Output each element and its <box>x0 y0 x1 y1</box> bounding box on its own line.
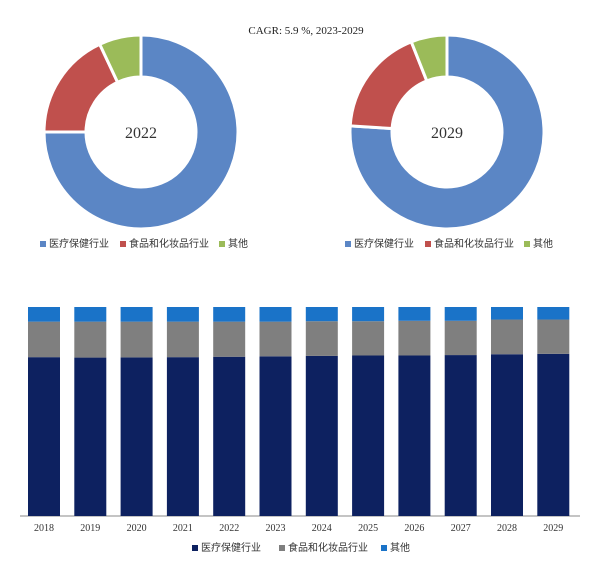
legend-label-food-cosmetics: 食品和化妆品行业 <box>434 237 514 250</box>
legend-label-food-cosmetics: 食品和化妆品行业 <box>129 237 209 250</box>
legend-swatch-healthcare <box>40 241 46 247</box>
x-tick-label: 2026 <box>404 523 424 534</box>
donut-legend-2022: 医疗保健行业 食品和化妆品行业 其他 <box>40 237 248 250</box>
bar-segment-other-2023 <box>259 307 292 322</box>
donut-chart-2029: 2029 <box>348 33 546 231</box>
legend-label-other: 其他 <box>533 237 553 250</box>
donut-slice-healthcare <box>348 33 546 231</box>
donut-legend-2029: 医疗保健行业 食品和化妆品行业 其他 <box>345 237 553 250</box>
bar-segment-other-2019 <box>74 307 107 322</box>
x-tick-label: 2023 <box>266 523 286 534</box>
bar-segment-healthcare-2024 <box>305 355 338 516</box>
bar-segment-other-2022 <box>213 307 246 322</box>
bar-segment-other-2024 <box>305 307 338 322</box>
legend-swatch-healthcare <box>345 241 351 247</box>
bar-segment-other-2021 <box>166 307 199 322</box>
bar-segment-healthcare-2029 <box>537 353 570 516</box>
bar-segment-food-cosmetics-2029 <box>537 319 570 354</box>
bar-segment-healthcare-2020 <box>120 357 153 516</box>
bar-segment-healthcare-2025 <box>352 355 385 516</box>
legend-swatch-other <box>524 241 530 247</box>
bar-segment-other-2025 <box>352 307 385 322</box>
bar-segment-healthcare-2019 <box>74 357 107 516</box>
x-tick-label: 2020 <box>127 523 147 534</box>
legend-swatch-food-cosmetics <box>425 241 431 247</box>
legend-label-food-cosmetics: 食品和化妆品行业 <box>288 541 368 554</box>
bar-segment-other-2020 <box>120 307 153 322</box>
donut-chart-2022: 2022 <box>42 33 240 231</box>
donut-slice-other <box>97 33 143 85</box>
bar-segment-other-2029 <box>537 307 570 320</box>
x-tick-label: 2027 <box>451 523 471 534</box>
legend-swatch-other <box>219 241 225 247</box>
x-tick-label: 2024 <box>312 523 332 534</box>
bar-segment-food-cosmetics-2019 <box>74 321 107 358</box>
legend-swatch-food-cosmetics <box>279 545 285 551</box>
bar-segment-healthcare-2026 <box>398 355 431 516</box>
x-tick-label: 2019 <box>80 523 100 534</box>
legend-swatch-food-cosmetics <box>120 241 126 247</box>
bar-segment-healthcare-2028 <box>491 354 523 516</box>
legend-label-healthcare: 医疗保健行业 <box>201 541 261 554</box>
stacked-bar-chart: 2018 2019 2020 2021 2022 2023 2024 2025 2026 2027… <box>20 307 580 534</box>
bar-segment-food-cosmetics-2024 <box>305 321 338 356</box>
bar-segment-healthcare-2027 <box>444 355 477 516</box>
legend-label-healthcare: 医疗保健行业 <box>354 237 414 250</box>
legend-label-healthcare: 医疗保健行业 <box>49 237 109 250</box>
bar-segment-healthcare-2018 <box>28 357 60 516</box>
x-tick-label: 2029 <box>543 523 563 534</box>
bar-segment-food-cosmetics-2023 <box>259 321 292 357</box>
bar-segment-food-cosmetics-2021 <box>166 321 199 358</box>
x-tick-label: 2028 <box>497 523 517 534</box>
bar-segment-healthcare-2022 <box>213 356 246 516</box>
legend-label-other: 其他 <box>228 237 248 250</box>
bar-segment-food-cosmetics-2026 <box>398 320 431 356</box>
bar-segment-food-cosmetics-2022 <box>213 321 246 357</box>
x-tick-label: 2025 <box>358 523 378 534</box>
bar-segment-food-cosmetics-2020 <box>120 321 153 358</box>
legend-label-other: 其他 <box>390 541 410 554</box>
donut-slice-healthcare <box>42 33 240 231</box>
x-tick-label: 2018 <box>34 523 54 534</box>
bar-segment-other-2026 <box>398 307 431 321</box>
bar-legend: 医疗保健行业 食品和化妆品行业 其他 <box>192 541 410 554</box>
bar-segment-healthcare-2023 <box>259 356 292 516</box>
bar-segment-healthcare-2021 <box>166 357 199 516</box>
bar-segment-other-2028 <box>491 307 523 320</box>
legend-swatch-other <box>381 545 387 551</box>
x-tick-label: 2022 <box>219 523 239 534</box>
legend-swatch-healthcare <box>192 545 198 551</box>
bar-segment-other-2018 <box>28 307 60 322</box>
cagr-title: CAGR: 5.9 %, 2023-2029 <box>248 25 364 37</box>
donut-center-label: 2029 <box>431 125 463 142</box>
bar-segment-food-cosmetics-2028 <box>491 319 523 355</box>
bar-segment-other-2027 <box>444 307 477 321</box>
donut-slice-other <box>409 33 449 83</box>
bar-segment-food-cosmetics-2025 <box>352 321 385 356</box>
bar-segment-food-cosmetics-2018 <box>28 321 60 358</box>
x-tick-label: 2021 <box>173 523 193 534</box>
bar-segment-food-cosmetics-2027 <box>444 320 477 356</box>
donut-center-label: 2022 <box>125 125 157 142</box>
